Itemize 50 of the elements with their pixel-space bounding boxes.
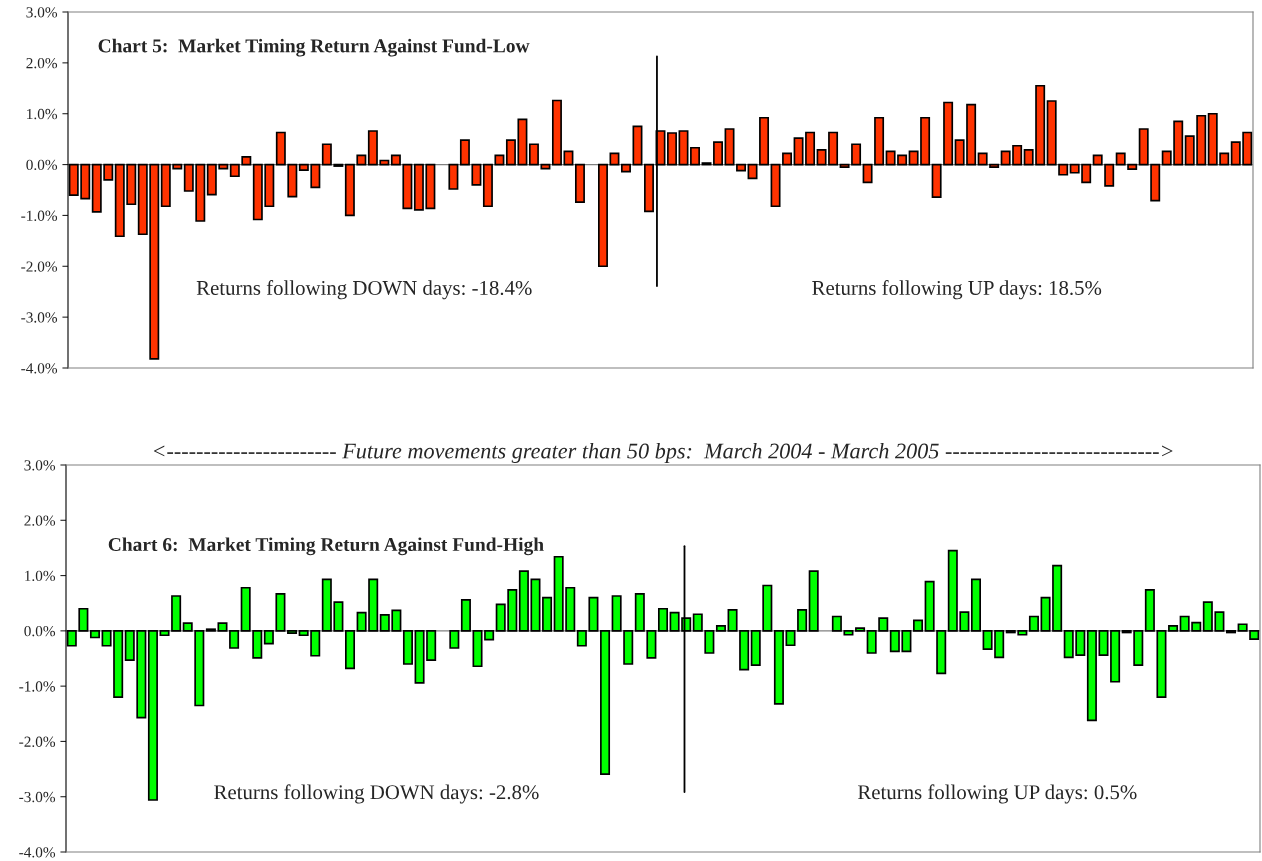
bar: [667, 132, 677, 166]
y-tick-label: 0.0%: [26, 159, 58, 171]
bar: [147, 630, 158, 801]
annotation: Returns following DOWN days: -2.8%: [214, 784, 539, 804]
bar: [715, 625, 726, 632]
y-tick-label: 1.0%: [25, 570, 56, 582]
bar: [449, 630, 460, 649]
bar: [657, 607, 669, 632]
y-tick-label: 2.0%: [24, 515, 56, 526]
y-tick-label: -2.0%: [19, 736, 56, 747]
y-tick-label: -1.0%: [19, 681, 56, 692]
annotation: Returns following UP days: 0.5%: [857, 784, 1137, 804]
bar: [89, 630, 100, 639]
y-tick-label: -4.0%: [21, 363, 58, 374]
text: <----------------------- Future movements greater than 50 bps: March 2004 - March 2005 ----------------------------->: [153, 442, 1173, 464]
y-tick-label: 2.0%: [26, 58, 58, 69]
bar: [808, 570, 819, 632]
bar: [970, 578, 981, 632]
bar: [402, 630, 413, 665]
bar: [597, 163, 608, 268]
bar: [1028, 615, 1039, 632]
y-tick-label: 3.0%: [24, 460, 56, 471]
text: Chart 6: Market Timing Return Against Fund-High: [108, 537, 544, 556]
bar: [644, 163, 654, 213]
annotation: Returns following UP days: 18.5%: [812, 280, 1102, 300]
bar: [713, 141, 724, 166]
y-tick-label: -3.0%: [19, 791, 56, 803]
bar: [345, 630, 356, 670]
bar: [287, 630, 298, 634]
y-tick-label: -1.0%: [21, 210, 58, 221]
bar: [600, 630, 611, 775]
y-tick-label: 0.0%: [24, 626, 56, 637]
text: Chart 5: Market Timing Return Against Fund-Low: [98, 38, 530, 57]
bar: [855, 627, 866, 632]
bar: [460, 599, 471, 632]
y-tick-label: 3.0%: [26, 7, 58, 18]
bar: [1168, 625, 1179, 632]
y-tick-label: -2.0%: [21, 261, 58, 272]
bar: [574, 163, 585, 204]
bar: [690, 146, 700, 166]
bar: [773, 630, 784, 705]
bar: [913, 619, 924, 632]
y-tick-label: -3.0%: [21, 312, 58, 323]
bar: [621, 163, 631, 173]
y-tick-label: 1.0%: [27, 108, 58, 120]
bar: [448, 163, 459, 190]
bar: [542, 596, 553, 632]
y-tick-label: -4.0%: [19, 847, 56, 858]
annotation: Returns following DOWN days: -18.4%: [196, 280, 532, 300]
bar: [678, 130, 689, 166]
